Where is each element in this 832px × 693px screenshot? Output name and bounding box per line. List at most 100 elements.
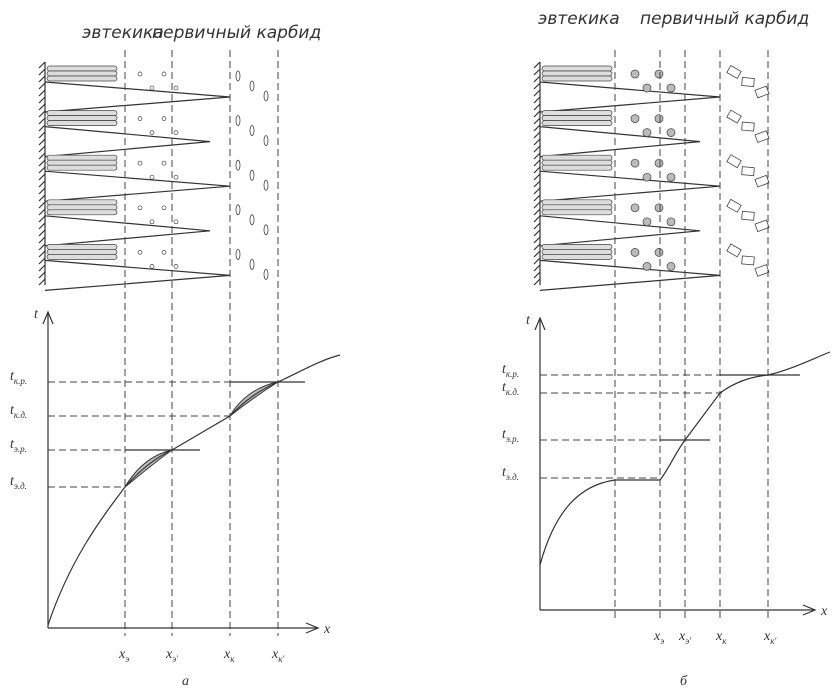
particle — [655, 159, 663, 167]
hatch — [534, 146, 540, 152]
wedge — [540, 82, 720, 112]
carbide — [264, 91, 268, 101]
particle — [150, 220, 154, 224]
particle — [655, 70, 663, 78]
lamella — [542, 66, 612, 71]
hatch — [39, 230, 45, 236]
lamella — [542, 121, 612, 126]
t-axis-label: t — [34, 307, 39, 322]
lamella — [47, 71, 117, 76]
lamella — [47, 165, 117, 170]
hatch — [534, 279, 540, 285]
particle — [174, 86, 178, 90]
wedge — [45, 171, 230, 201]
hatch — [39, 244, 45, 250]
particle — [150, 264, 154, 268]
x-label-sub: к' — [278, 654, 285, 664]
hatch — [39, 272, 45, 278]
carbide — [250, 215, 254, 225]
hatch — [39, 118, 45, 124]
particle — [631, 70, 639, 78]
hatch — [39, 174, 45, 180]
wedge — [45, 260, 230, 290]
hatch — [39, 62, 45, 68]
lamella — [542, 76, 612, 81]
particle — [667, 218, 675, 226]
hatch — [39, 139, 45, 145]
hatch — [39, 195, 45, 201]
hatch — [39, 69, 45, 75]
x-label: xэ' — [165, 647, 179, 664]
carbide — [755, 86, 769, 98]
x-label-sub: э' — [172, 654, 179, 664]
header-label: первичный карбид — [152, 23, 321, 43]
hatch — [39, 104, 45, 110]
lamella — [542, 116, 612, 121]
hatch — [534, 104, 540, 110]
particle — [174, 131, 178, 135]
x-label: xэ — [118, 647, 129, 664]
t-label-sub: к.д. — [506, 387, 519, 397]
hatch — [534, 160, 540, 166]
particle — [667, 173, 675, 181]
hatch — [534, 62, 540, 68]
t-label-sub: э.р. — [506, 434, 519, 444]
particle — [655, 248, 663, 256]
hatch — [39, 76, 45, 82]
t-label-sub: к.д. — [14, 410, 27, 420]
t-label-sub: э.р. — [14, 444, 27, 454]
hatch — [39, 188, 45, 194]
hatch — [39, 223, 45, 229]
lamella — [542, 155, 612, 160]
x-label-sub: э — [660, 636, 664, 646]
carbide — [250, 81, 254, 91]
hatch — [39, 251, 45, 257]
carbide — [264, 225, 268, 235]
particle — [667, 262, 675, 270]
hatch — [534, 244, 540, 250]
lamella — [47, 121, 117, 126]
carbide — [264, 180, 268, 190]
hatch — [39, 258, 45, 264]
t-label: tк.р. — [502, 362, 519, 379]
hatch — [39, 181, 45, 187]
hatch — [39, 97, 45, 103]
x-label: xк' — [763, 629, 777, 646]
particle — [138, 117, 142, 121]
hatch — [534, 167, 540, 173]
carbide — [236, 249, 240, 259]
wedge — [540, 216, 700, 246]
carbide — [236, 71, 240, 81]
carbide — [742, 211, 755, 220]
hatch — [39, 216, 45, 222]
particle — [631, 115, 639, 123]
carbide — [755, 131, 769, 143]
hatch — [39, 265, 45, 271]
wedge — [540, 127, 700, 157]
particle — [138, 161, 142, 165]
hatch — [534, 83, 540, 89]
hatch — [534, 202, 540, 208]
hatch — [39, 153, 45, 159]
particle — [162, 72, 166, 76]
particle — [162, 206, 166, 210]
t-label-sub: к.р. — [506, 369, 519, 379]
x-label-sub: к — [722, 636, 727, 646]
carbide — [250, 170, 254, 180]
hatch — [534, 76, 540, 82]
t-label-sub: э.д. — [506, 472, 519, 482]
t-label-sub: э.д. — [14, 481, 27, 491]
carbide — [727, 244, 741, 257]
particle — [643, 218, 651, 226]
lamella — [47, 155, 117, 160]
carbide — [236, 205, 240, 215]
lamella — [542, 249, 612, 254]
lamella — [542, 71, 612, 76]
particle — [150, 131, 154, 135]
hatch — [534, 69, 540, 75]
hatch — [534, 195, 540, 201]
hatch — [534, 153, 540, 159]
t-label: tэ.р. — [502, 427, 519, 444]
lamella — [47, 244, 117, 249]
carbide — [742, 167, 755, 176]
